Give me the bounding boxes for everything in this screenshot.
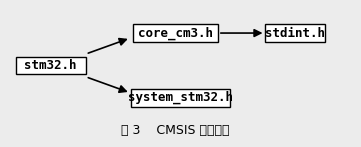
FancyBboxPatch shape (133, 24, 218, 42)
FancyBboxPatch shape (265, 24, 325, 42)
Text: 图 3    CMSIS 文件结构: 图 3 CMSIS 文件结构 (121, 124, 230, 137)
Text: core_cm3.h: core_cm3.h (138, 26, 213, 40)
Text: stdint.h: stdint.h (265, 27, 325, 40)
Text: stm32.h: stm32.h (25, 59, 77, 72)
FancyBboxPatch shape (16, 56, 86, 74)
Text: system_stm32.h: system_stm32.h (128, 91, 233, 104)
FancyBboxPatch shape (131, 89, 230, 107)
